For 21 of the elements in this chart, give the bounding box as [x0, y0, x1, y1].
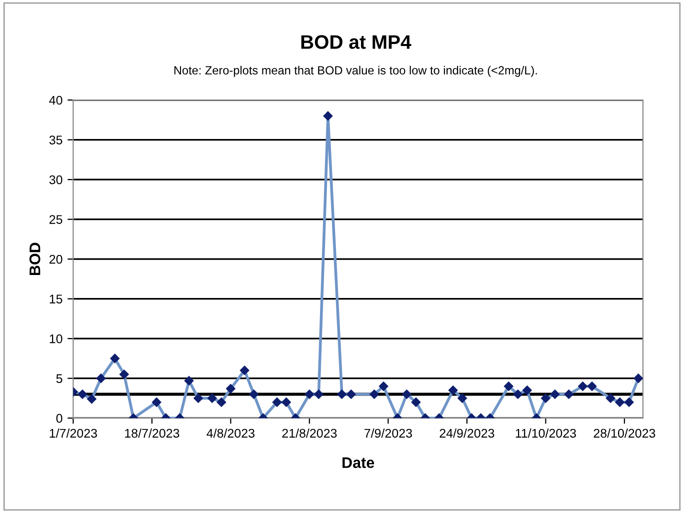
y-tick-label: 30	[49, 175, 62, 184]
y-tick-label: 15	[50, 294, 62, 304]
x-tick-label: 11/10/2023	[516, 428, 576, 438]
x-tick-label: 4/8/2023	[206, 428, 254, 438]
x-tick-label: 28/10/2023	[594, 428, 656, 438]
x-tick-label: 21/8/2023	[282, 428, 337, 438]
chart-subtitle: Note: Zero-plots mean that BOD value is too low to indicate (<2mg/L).	[174, 66, 537, 77]
y-tick-label: 5	[56, 374, 62, 383]
y-tick-label: 10	[50, 334, 62, 344]
x-tick-label: 7/9/2023	[364, 428, 412, 438]
x-tick-label: 24/9/2023	[440, 428, 494, 438]
y-tick-label: 25	[50, 215, 62, 224]
x-tick-label: 1/7/2023	[50, 428, 97, 438]
y-axis-title: BOD	[29, 242, 40, 276]
y-tick-label: 35	[49, 136, 62, 144]
x-tick-label: 18/7/2023	[125, 428, 180, 438]
y-tick-label: 0	[56, 414, 62, 423]
y-tick-label: 20	[50, 254, 62, 264]
x-axis-title: Date	[342, 457, 374, 468]
chart-title: BOD at MP4	[301, 35, 412, 49]
y-tick-label: 40	[49, 96, 62, 105]
